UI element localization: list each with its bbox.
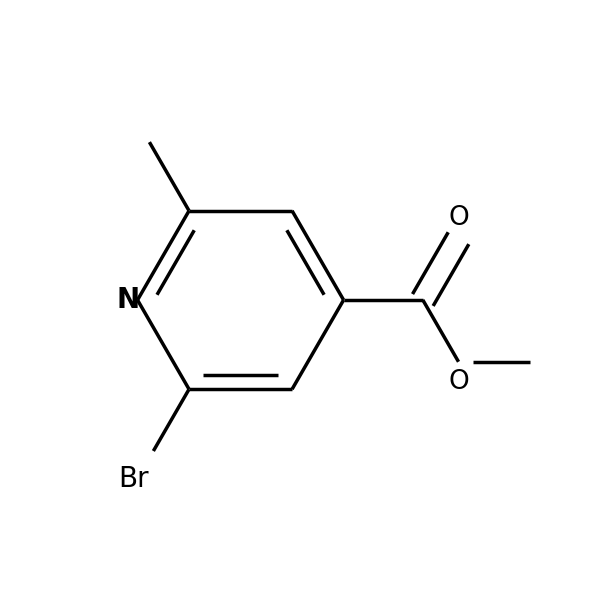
Text: N: N [116,286,140,314]
Text: O: O [448,368,469,395]
Text: O: O [448,205,469,232]
Text: Br: Br [118,465,149,493]
